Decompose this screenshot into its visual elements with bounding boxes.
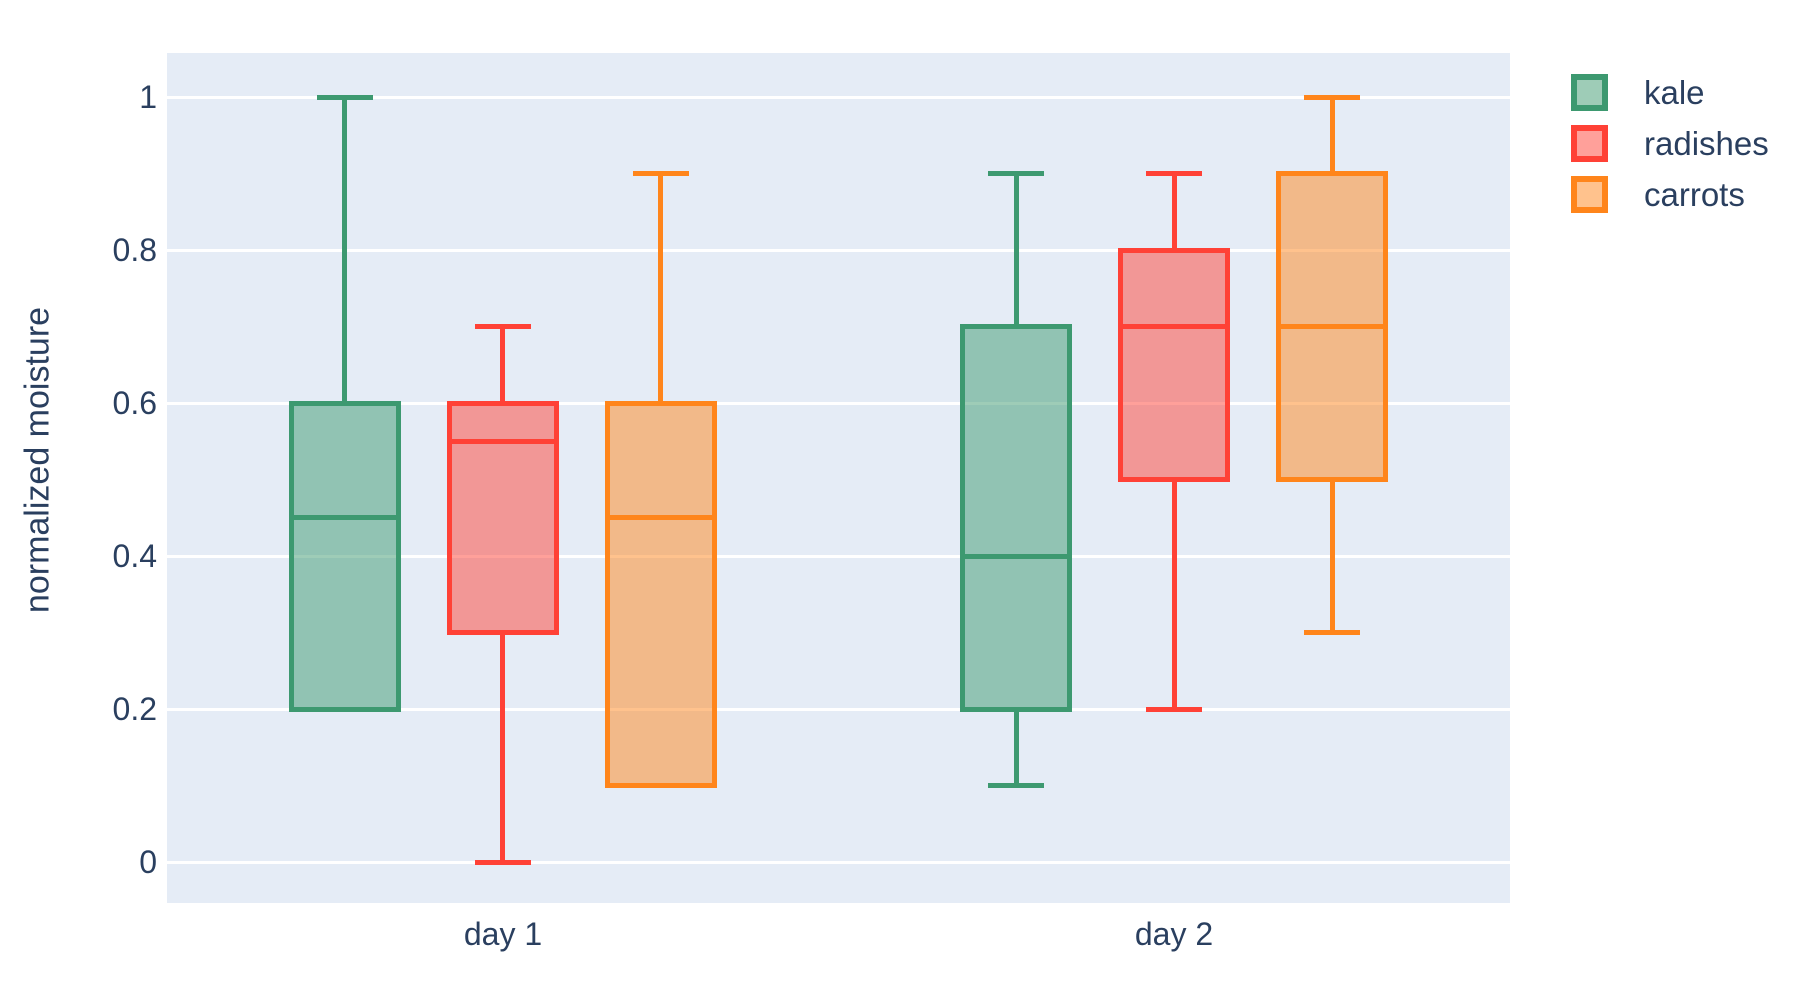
whisker-cap-lower-kale-day-2 <box>988 783 1045 788</box>
whisker-cap-upper-radishes-day-2 <box>1146 171 1203 176</box>
y-tick-label: 0.4 <box>112 538 157 574</box>
y-tick-label: 0.6 <box>112 385 157 421</box>
legend-swatch-kale-icon <box>1571 74 1608 111</box>
x-tick-label-day-2: day 2 <box>1134 916 1214 952</box>
legend-item-carrots[interactable]: carrots <box>1571 176 1769 213</box>
legend-label-kale: kale <box>1644 74 1705 111</box>
whisker-cap-lower-radishes-day-1 <box>474 859 531 865</box>
whisker-cap-upper-carrots-day-1 <box>632 171 689 176</box>
whisker-cap-upper-kale-day-1 <box>316 94 373 100</box>
legend-item-radishes[interactable]: radishes <box>1571 125 1769 162</box>
box-radishes-day-1 <box>446 400 559 635</box>
whisker-cap-upper-carrots-day-2 <box>1304 94 1361 100</box>
median-line-radishes-day-2 <box>1122 324 1227 329</box>
gridline <box>167 401 1510 405</box>
legend-swatch-radishes-icon <box>1571 125 1608 162</box>
gridline <box>167 248 1510 252</box>
legend-label-carrots: carrots <box>1644 176 1745 213</box>
whisker-stem-upper-kale-day-2 <box>1013 173 1019 327</box>
gridline <box>167 95 1510 99</box>
whisker-stem-lower-radishes-day-1 <box>500 632 506 862</box>
y-tick-label: 0.2 <box>112 691 157 727</box>
box-carrots-day-1 <box>604 400 717 788</box>
median-line-carrots-day-2 <box>1280 324 1385 329</box>
whisker-stem-lower-radishes-day-2 <box>1171 479 1177 709</box>
whisker-stem-upper-radishes-day-1 <box>500 326 506 403</box>
box-kale-day-2 <box>960 324 1073 712</box>
legend: kale radishes carrots <box>1571 74 1769 227</box>
x-tick-label-day-1: day 1 <box>463 916 543 952</box>
legend-swatch-carrots-icon <box>1571 176 1608 213</box>
whisker-cap-lower-carrots-day-2 <box>1304 630 1361 635</box>
legend-label-radishes: radishes <box>1644 125 1769 162</box>
plot-area <box>167 53 1510 903</box>
whisker-stem-upper-carrots-day-1 <box>658 173 664 403</box>
box-kale-day-1 <box>288 400 401 712</box>
gridline <box>167 707 1510 711</box>
median-line-kale-day-2 <box>964 553 1069 559</box>
whisker-stem-upper-kale-day-1 <box>342 97 348 403</box>
whisker-stem-upper-carrots-day-2 <box>1329 97 1335 174</box>
whisker-stem-lower-kale-day-2 <box>1013 709 1019 786</box>
y-tick-label: 0.8 <box>112 232 157 268</box>
median-line-carrots-day-1 <box>608 515 713 521</box>
legend-item-kale[interactable]: kale <box>1571 74 1769 111</box>
whisker-cap-lower-radishes-day-2 <box>1146 706 1203 712</box>
whisker-cap-upper-kale-day-2 <box>988 171 1045 176</box>
box-radishes-day-2 <box>1118 247 1231 482</box>
y-tick-label: 1 <box>139 79 157 115</box>
whisker-cap-upper-radishes-day-1 <box>474 324 531 329</box>
whisker-stem-upper-radishes-day-2 <box>1171 173 1177 250</box>
gridline <box>167 860 1510 864</box>
median-line-kale-day-1 <box>292 515 397 521</box>
whisker-stem-lower-carrots-day-2 <box>1329 479 1335 633</box>
y-tick-label: 0 <box>139 844 157 880</box>
median-line-radishes-day-1 <box>450 438 555 444</box>
gridline <box>167 554 1510 558</box>
